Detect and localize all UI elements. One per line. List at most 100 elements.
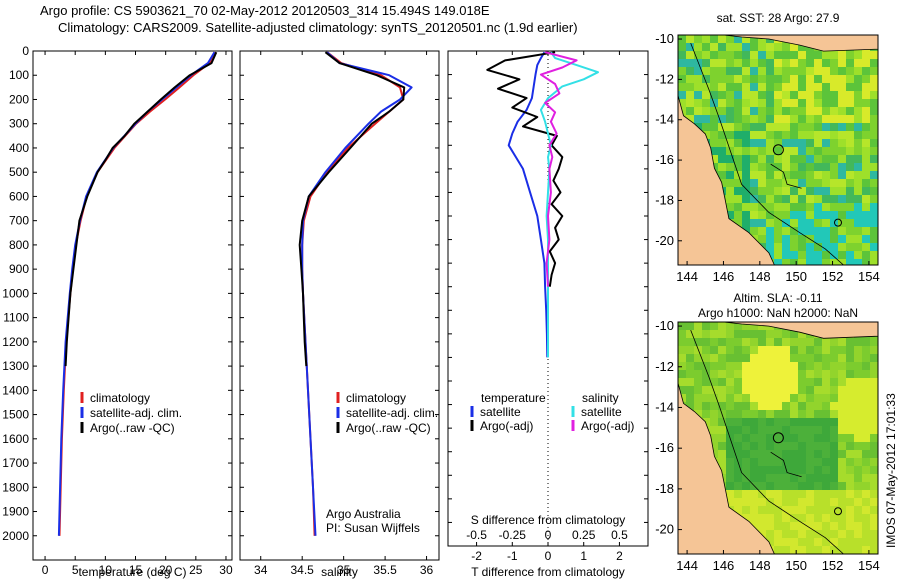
map-sla-cell bbox=[862, 434, 871, 443]
map-sla-cell bbox=[758, 338, 767, 347]
map-sst-cell bbox=[790, 59, 799, 68]
map-sst-cell bbox=[814, 163, 823, 172]
map-sst-cell bbox=[766, 83, 775, 92]
map-sla-cell bbox=[806, 450, 815, 459]
map-sla-cell bbox=[726, 498, 735, 507]
map-sst-cell bbox=[710, 35, 719, 44]
map-sla-cell bbox=[790, 458, 799, 467]
map-sla-cell bbox=[806, 418, 815, 427]
temperature-xtick-label: 30 bbox=[219, 563, 233, 577]
map-sla-cell bbox=[846, 410, 855, 419]
map-sla-cell bbox=[830, 450, 839, 459]
map-sst-cell bbox=[870, 131, 878, 140]
temperature-ytick-label: 300 bbox=[9, 117, 29, 131]
map-sla-cell bbox=[782, 330, 791, 339]
map-sst-land-png bbox=[723, 35, 878, 52]
map-sst-land-australia bbox=[678, 95, 775, 265]
map-sst-cell bbox=[734, 123, 743, 132]
map-sla-cell bbox=[782, 474, 791, 483]
map-sla-cell bbox=[806, 498, 815, 507]
map-sla-cell bbox=[838, 458, 847, 467]
map-sla-cell bbox=[790, 474, 799, 483]
map-sst-cell bbox=[758, 227, 767, 236]
map-sla-cell bbox=[686, 362, 695, 371]
map-sla-cell bbox=[838, 394, 847, 403]
difference-series-t-satellite bbox=[507, 51, 549, 358]
map-sst-cell bbox=[790, 211, 799, 220]
map-sla-xtick-label: 154 bbox=[858, 558, 880, 573]
map-sst-cell bbox=[678, 35, 687, 44]
map-sst-cell bbox=[686, 75, 695, 84]
map-sst-cell bbox=[830, 83, 839, 92]
map-sla-cell bbox=[750, 442, 759, 451]
map-sst-cell bbox=[774, 131, 783, 140]
map-sla-cell bbox=[734, 506, 743, 515]
map-sst-cell bbox=[782, 147, 791, 156]
temperature-ytick-label: 1600 bbox=[2, 432, 29, 446]
map-sla-cell bbox=[782, 378, 791, 387]
map-sst-cell bbox=[766, 75, 775, 84]
map-sla-cell bbox=[870, 426, 878, 435]
map-sst-cell bbox=[734, 115, 743, 124]
map-sla-cell bbox=[782, 402, 791, 411]
map-sst-cell bbox=[710, 155, 719, 164]
map-sst-cell bbox=[862, 251, 871, 260]
map-sst-cell bbox=[822, 179, 831, 188]
map-sst-cell bbox=[782, 59, 791, 68]
map-sla-cell bbox=[758, 482, 767, 491]
map-sst-cell bbox=[830, 235, 839, 244]
map-sst-cell bbox=[694, 99, 703, 108]
map-sla-cell bbox=[742, 410, 751, 419]
difference-s-tick-label: 0 bbox=[545, 528, 552, 542]
map-sla-cell bbox=[830, 418, 839, 427]
map-sst-cell bbox=[846, 131, 855, 140]
map-sla-cell bbox=[870, 522, 878, 531]
map-sla-cell bbox=[822, 458, 831, 467]
map-sla-cell bbox=[750, 426, 759, 435]
map-sst-cell bbox=[766, 219, 775, 228]
map-sla-cell bbox=[830, 346, 839, 355]
map-sst-cell bbox=[814, 259, 823, 265]
map-sst-cell bbox=[846, 51, 855, 60]
map-sst-cell bbox=[734, 203, 743, 212]
map-sla-cell bbox=[854, 434, 863, 443]
map-sst-cell bbox=[806, 163, 815, 172]
map-sst-cell bbox=[782, 91, 791, 100]
map-sla-cell bbox=[798, 346, 807, 355]
map-sst-cell bbox=[734, 91, 743, 100]
map-sst-cell bbox=[830, 251, 839, 260]
map-sla-cell bbox=[790, 538, 799, 547]
map-sla-cell bbox=[830, 386, 839, 395]
map-sla-cell bbox=[766, 410, 775, 419]
map-sst-cell bbox=[782, 99, 791, 108]
map-sla-marker bbox=[772, 432, 784, 444]
map-sst-cell bbox=[798, 195, 807, 204]
map-sst-cell bbox=[814, 187, 823, 196]
map-sst-cell bbox=[806, 131, 815, 140]
map-sst-cell bbox=[686, 59, 695, 68]
map-sla-cell bbox=[702, 386, 711, 395]
map-sla-cell bbox=[742, 338, 751, 347]
map-sst-cell bbox=[750, 219, 759, 228]
map-sla-cell bbox=[822, 514, 831, 523]
map-sst-cell bbox=[790, 195, 799, 204]
map-sla-xtick-label: 146 bbox=[713, 558, 735, 573]
map-sla-cell bbox=[742, 370, 751, 379]
map-sla-cell bbox=[774, 530, 783, 539]
map-sla-cell bbox=[846, 338, 855, 347]
map-sst-cell bbox=[830, 227, 839, 236]
map-sst-cell bbox=[718, 147, 727, 156]
map-sst-cell bbox=[774, 155, 783, 164]
map-sst-cell bbox=[798, 147, 807, 156]
map-sst-cell bbox=[814, 59, 823, 68]
map-sst-cell bbox=[822, 115, 831, 124]
map-sst-cell bbox=[870, 259, 878, 265]
map-sla-cell bbox=[846, 506, 855, 515]
map-sla-ytick-label: -12 bbox=[655, 359, 674, 374]
map-sst-cell bbox=[774, 251, 783, 260]
map-sla-cell bbox=[854, 370, 863, 379]
map-sla-cell bbox=[750, 458, 759, 467]
temperature-series-climatology bbox=[58, 51, 217, 536]
map-sst-cell bbox=[734, 99, 743, 108]
map-sst-marker bbox=[834, 218, 842, 227]
